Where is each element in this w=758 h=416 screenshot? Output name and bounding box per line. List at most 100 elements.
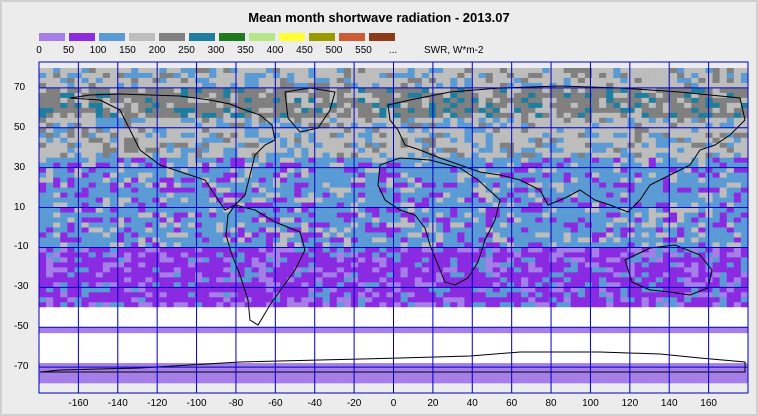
radiation-cell xyxy=(187,142,196,149)
radiation-cell xyxy=(173,272,182,278)
radiation-cell xyxy=(740,127,749,134)
radiation-cell xyxy=(336,257,345,263)
radiation-cell xyxy=(329,157,338,163)
radiation-cell xyxy=(400,312,408,318)
radiation-cell xyxy=(627,122,635,129)
radiation-cell xyxy=(599,272,607,278)
radiation-cell xyxy=(109,102,118,109)
radiation-cell xyxy=(620,297,628,303)
radiation-cell xyxy=(81,147,89,154)
radiation-cell xyxy=(124,167,132,173)
radiation-cell xyxy=(88,192,97,198)
radiation-cell xyxy=(308,137,316,144)
radiation-cell xyxy=(485,117,494,124)
radiation-cell xyxy=(272,252,281,258)
radiation-cell xyxy=(499,147,508,154)
radiation-cell xyxy=(202,197,210,203)
radiation-cell xyxy=(109,242,118,248)
radiation-cell xyxy=(67,182,75,188)
radiation-cell xyxy=(88,77,97,84)
radiation-cell xyxy=(173,132,182,139)
radiation-cell xyxy=(109,202,118,208)
radiation-cell xyxy=(542,112,550,119)
radiation-cell xyxy=(308,252,316,258)
radiation-cell xyxy=(414,252,423,258)
radiation-cell xyxy=(365,292,373,298)
radiation-cell xyxy=(152,287,160,293)
radiation-cell xyxy=(584,217,593,223)
radiation-cell xyxy=(400,97,408,104)
radiation-cell xyxy=(393,102,401,109)
radiation-cell xyxy=(102,77,111,84)
radiation-cell xyxy=(336,247,345,253)
radiation-cell xyxy=(187,232,196,238)
radiation-cell xyxy=(244,187,252,193)
radiation-cell xyxy=(95,127,104,134)
radiation-cell xyxy=(202,87,210,94)
radiation-cell xyxy=(506,157,515,163)
radiation-cell xyxy=(563,107,572,114)
radiation-cell xyxy=(443,112,451,119)
radiation-cell xyxy=(662,102,671,109)
radiation-cell xyxy=(705,67,713,74)
radiation-cell xyxy=(584,122,593,129)
legend-swatch xyxy=(219,33,245,41)
radiation-cell xyxy=(372,282,380,288)
radiation-cell xyxy=(145,272,153,278)
radiation-cell xyxy=(613,82,621,89)
radiation-cell xyxy=(684,302,692,308)
radiation-cell xyxy=(584,112,593,119)
radiation-cell xyxy=(145,232,153,238)
radiation-cell xyxy=(308,72,316,79)
radiation-cell xyxy=(294,122,302,129)
radiation-cell xyxy=(81,282,89,288)
radiation-cell xyxy=(733,237,742,243)
radiation-cell xyxy=(109,257,118,263)
radiation-cell xyxy=(109,262,118,268)
radiation-cell xyxy=(549,182,557,188)
radiation-cell xyxy=(230,227,238,233)
radiation-cell xyxy=(230,252,238,258)
radiation-cell xyxy=(542,242,550,248)
radiation-cell xyxy=(471,92,479,99)
radiation-cell xyxy=(336,92,345,99)
radiation-cell xyxy=(662,197,671,203)
radiation-cell xyxy=(471,282,479,288)
radiation-cell xyxy=(393,247,401,253)
radiation-cell xyxy=(606,217,614,223)
radiation-cell xyxy=(258,127,267,134)
radiation-cell xyxy=(698,247,706,253)
radiation-cell xyxy=(733,177,742,183)
radiation-cell xyxy=(244,72,252,79)
radiation-cell xyxy=(464,112,472,119)
radiation-cell xyxy=(237,107,245,114)
radiation-cell xyxy=(740,102,749,109)
radiation-cell xyxy=(698,92,706,99)
radiation-cell xyxy=(343,197,352,203)
radiation-cell xyxy=(592,187,600,193)
radiation-cell xyxy=(464,297,472,303)
radiation-cell xyxy=(315,227,323,233)
radiation-cell xyxy=(223,312,231,318)
radiation-cell xyxy=(535,152,543,159)
radiation-cell xyxy=(733,262,742,268)
radiation-cell xyxy=(88,162,97,168)
radiation-cell xyxy=(53,87,61,94)
radiation-cell xyxy=(251,302,260,308)
radiation-cell xyxy=(719,267,728,273)
radiation-cell xyxy=(138,107,146,114)
radiation-cell xyxy=(634,177,642,183)
radiation-cell xyxy=(514,292,522,298)
radiation-cell xyxy=(726,302,735,308)
radiation-cell xyxy=(336,302,345,308)
radiation-cell xyxy=(223,272,231,278)
radiation-cell xyxy=(102,282,111,288)
radiation-cell xyxy=(436,112,444,119)
radiation-cell xyxy=(648,232,657,238)
radiation-cell xyxy=(67,162,75,168)
radiation-cell xyxy=(577,252,586,258)
radiation-cell xyxy=(216,267,224,273)
radiation-cell xyxy=(521,167,529,173)
radiation-cell xyxy=(173,142,182,149)
radiation-cell xyxy=(443,92,451,99)
